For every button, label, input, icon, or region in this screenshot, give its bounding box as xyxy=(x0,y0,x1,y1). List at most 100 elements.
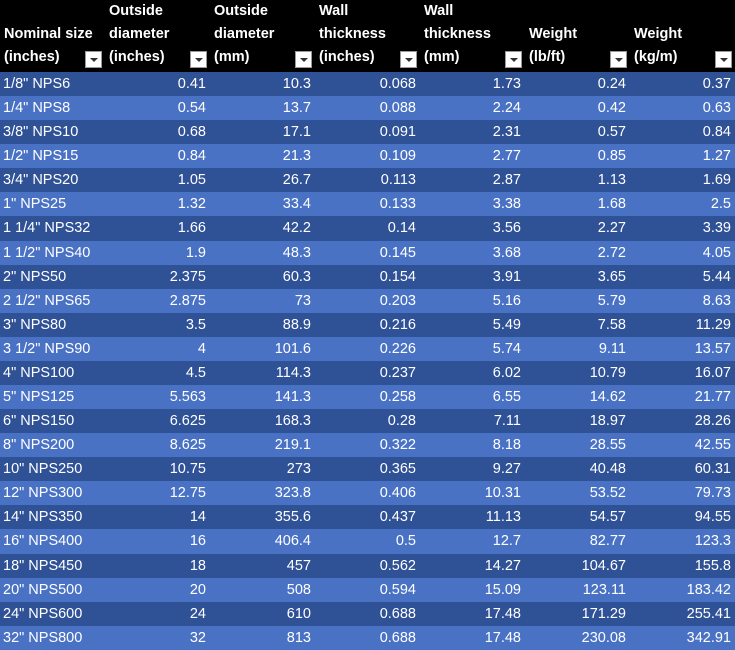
header-text: Wall xyxy=(424,3,454,19)
table-cell: 1/2" NPS15 xyxy=(0,144,105,169)
table-cell: 73 xyxy=(210,288,315,313)
table-cell: 610 xyxy=(210,601,315,626)
table-cell: 13.57 xyxy=(630,336,735,361)
table-cell: 12" NPS300 xyxy=(0,481,105,506)
table-cell: 42.55 xyxy=(630,433,735,458)
table-cell: 1.69 xyxy=(630,168,735,193)
table-cell: 0.562 xyxy=(315,553,420,578)
table-cell: 53.52 xyxy=(525,481,630,506)
table-cell: 79.73 xyxy=(630,481,735,506)
table-cell: 101.6 xyxy=(210,336,315,361)
table-cell: 0.216 xyxy=(315,312,420,337)
table-cell: 123.3 xyxy=(630,529,735,554)
table-cell: 13.7 xyxy=(210,96,315,121)
column-header: Weight (kg/m) xyxy=(630,0,735,72)
table-cell: 6" NPS150 xyxy=(0,409,105,434)
table-cell: 0.14 xyxy=(315,216,420,241)
header-text: Outside xyxy=(214,3,268,19)
table-cell: 0.42 xyxy=(525,96,630,121)
filter-button[interactable] xyxy=(85,51,102,68)
table-cell: 813 xyxy=(210,625,315,650)
table-cell: 3.68 xyxy=(420,240,525,265)
table-cell: 155.8 xyxy=(630,553,735,578)
table-cell: 2.5 xyxy=(630,192,735,217)
table-cell: 18.97 xyxy=(525,409,630,434)
table-cell: 3.65 xyxy=(525,264,630,289)
table-cell: 5" NPS125 xyxy=(0,385,105,410)
table-cell: 17.1 xyxy=(210,120,315,145)
table-cell: 273 xyxy=(210,457,315,482)
table-cell: 6.55 xyxy=(420,385,525,410)
table-cell: 0.226 xyxy=(315,336,420,361)
table-cell: 5.79 xyxy=(525,288,630,313)
table-cell: 16.07 xyxy=(630,360,735,386)
table-cell: 0.63 xyxy=(630,96,735,121)
table-cell: 17.48 xyxy=(420,601,525,626)
table-cell: 0.85 xyxy=(525,144,630,169)
table-cell: 14.62 xyxy=(525,385,630,410)
table-cell: 0.84 xyxy=(630,120,735,145)
table-cell: 0.145 xyxy=(315,240,420,265)
table-cell: 3/8" NPS10 xyxy=(0,120,105,145)
table-cell: 12.7 xyxy=(420,529,525,554)
column-header: Wall thickness (inches) xyxy=(315,0,420,72)
filter-button[interactable] xyxy=(400,51,417,68)
table-cell: 0.091 xyxy=(315,120,420,145)
table-cell: 28.55 xyxy=(525,433,630,458)
table-cell: 10.3 xyxy=(210,72,315,97)
table-cell: 4.05 xyxy=(630,240,735,265)
table-cell: 0.237 xyxy=(315,360,420,386)
table-cell: 82.77 xyxy=(525,529,630,554)
table-cell: 1/4" NPS8 xyxy=(0,96,105,121)
table-cell: 0.5 xyxy=(315,529,420,554)
table-cell: 14 xyxy=(105,505,210,530)
table-cell: 255.41 xyxy=(630,601,735,626)
table-cell: 20" NPS500 xyxy=(0,577,105,602)
table-cell: 0.365 xyxy=(315,457,420,482)
table-cell: 0.57 xyxy=(525,120,630,145)
table-cell: 14" NPS350 xyxy=(0,505,105,530)
table-cell: 230.08 xyxy=(525,625,630,650)
table-cell: 0.088 xyxy=(315,96,420,121)
table-cell: 0.437 xyxy=(315,505,420,530)
table-cell: 1 1/4" NPS32 xyxy=(0,216,105,241)
table-cell: 2.375 xyxy=(105,264,210,289)
table-cell: 10" NPS250 xyxy=(0,457,105,482)
table-cell: 9.27 xyxy=(420,457,525,482)
table-cell: 0.68 xyxy=(105,120,210,145)
filter-button[interactable] xyxy=(190,51,207,68)
table-cell: 0.37 xyxy=(630,72,735,97)
table-cell: 40.48 xyxy=(525,457,630,482)
table-cell: 10.31 xyxy=(420,481,525,506)
table-cell: 26.7 xyxy=(210,168,315,193)
table-cell: 15.09 xyxy=(420,577,525,602)
table-cell: 6.625 xyxy=(105,409,210,434)
table-cell: 168.3 xyxy=(210,409,315,434)
table-cell: 42.2 xyxy=(210,216,315,241)
filter-button[interactable] xyxy=(295,51,312,68)
table-cell: 2.77 xyxy=(420,144,525,169)
table-cell: 21.3 xyxy=(210,144,315,169)
table-cell: 0.154 xyxy=(315,264,420,289)
table-cell: 2.31 xyxy=(420,120,525,145)
table-cell: 0.113 xyxy=(315,168,420,193)
filter-button[interactable] xyxy=(610,51,627,68)
table-cell: 8" NPS200 xyxy=(0,433,105,458)
table-cell: 2.27 xyxy=(525,216,630,241)
filter-button[interactable] xyxy=(505,51,522,68)
table-cell: 3.56 xyxy=(420,216,525,241)
table-cell: 2" NPS50 xyxy=(0,264,105,289)
table-cell: 141.3 xyxy=(210,385,315,410)
filter-button[interactable] xyxy=(715,51,732,68)
table-cell: 0.406 xyxy=(315,481,420,506)
table-cell: 0.41 xyxy=(105,72,210,97)
table-cell: 0.068 xyxy=(315,72,420,97)
table-cell: 323.8 xyxy=(210,481,315,506)
header-text: Outside xyxy=(109,3,163,19)
table-cell: 10.75 xyxy=(105,457,210,482)
table-cell: 8.625 xyxy=(105,433,210,458)
header-text: Weight xyxy=(634,26,683,42)
table-cell: 7.58 xyxy=(525,312,630,337)
